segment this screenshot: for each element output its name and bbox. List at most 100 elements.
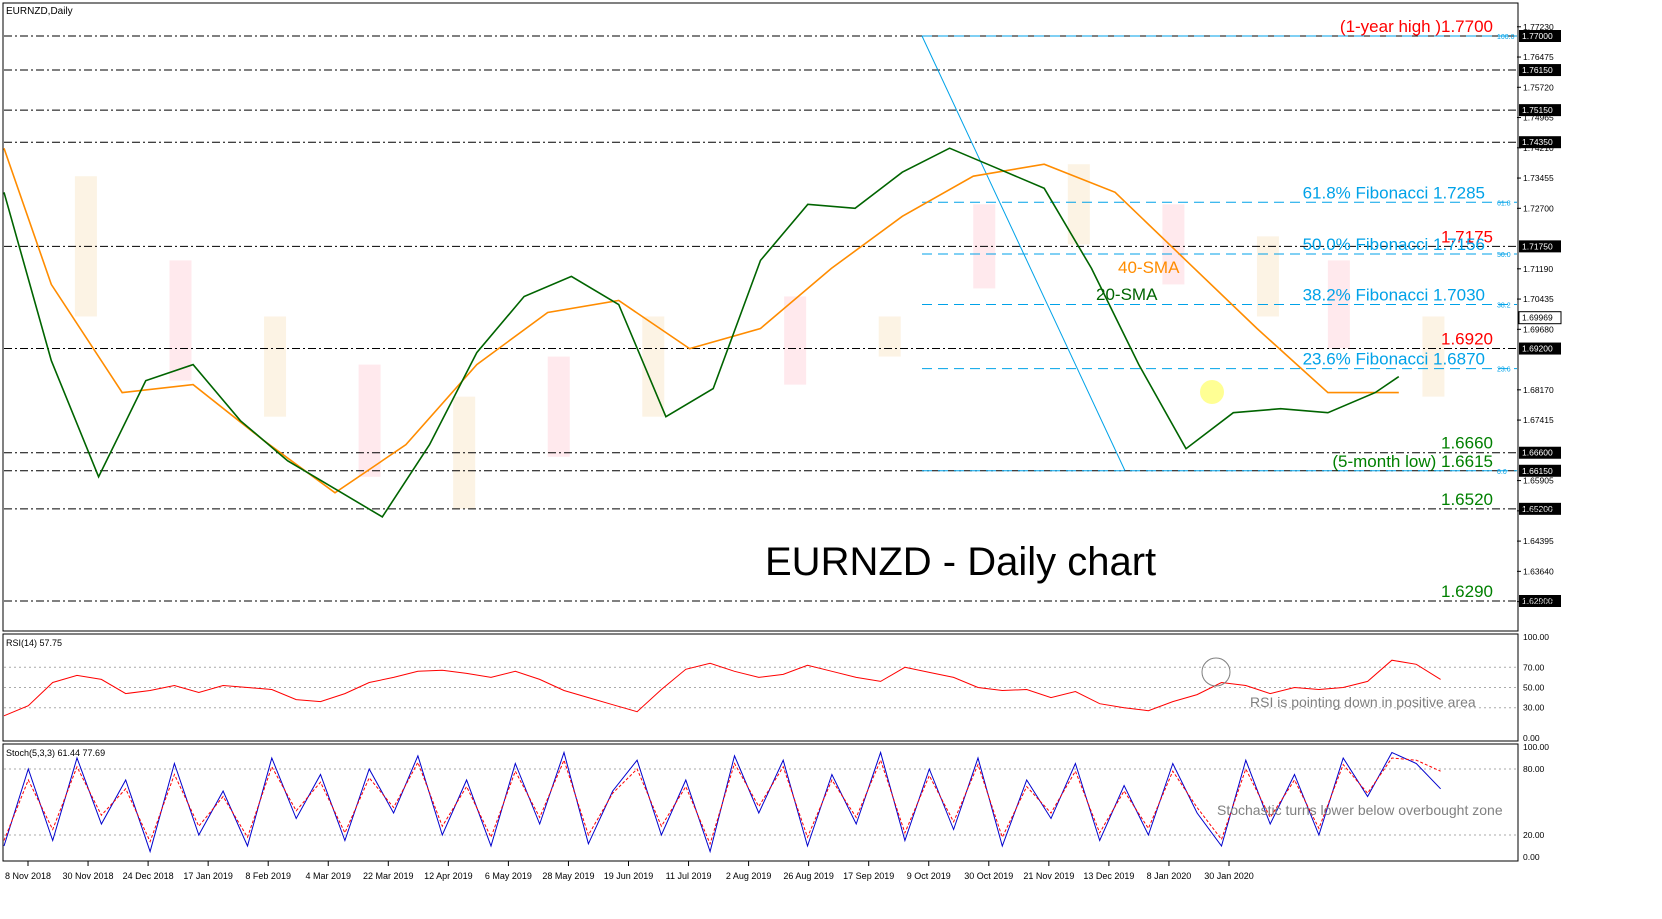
fib-pct: 50.0 (1497, 252, 1511, 259)
y-tick-label: 1.64395 (1523, 536, 1554, 546)
cloud-segment (784, 296, 807, 385)
fib-pct: 61.8 (1497, 200, 1511, 207)
stoch-tick-label: 0.00 (1523, 852, 1540, 862)
cloud-segment (1067, 164, 1090, 245)
level-axis-label: 1.75150 (1522, 105, 1553, 115)
rsi-tick-label: 30.00 (1523, 703, 1545, 713)
price-levels: (1-year high )1.7700 1.77000 1.76150 1.7515… (4, 17, 1561, 607)
cloud-segment (1422, 316, 1445, 397)
cloud-segment (1256, 236, 1279, 317)
level-axis-box (1519, 104, 1561, 117)
y-tick-label: 1.76475 (1523, 52, 1554, 62)
x-tick-label: 8 Jan 2020 (1147, 871, 1192, 881)
stoch-panel-frame (2, 743, 1519, 862)
level-axis-box (1519, 446, 1561, 459)
x-tick-label: 11 Jul 2019 (666, 871, 712, 881)
fib-pct: 23.6 (1497, 367, 1511, 374)
x-tick-label: 13 Dec 2019 (1083, 871, 1134, 881)
stoch-label: Stoch(5,3,3) 61.44 77.69 (6, 748, 105, 758)
y-tick-label: 1.72700 (1523, 203, 1554, 213)
fib-label: 23.6% Fibonacci 1.6870 (1303, 350, 1485, 369)
x-tick-label: 28 May 2019 (542, 871, 594, 881)
level-axis-label: 1.71750 (1522, 241, 1553, 251)
y-tick-label: 1.74210 (1523, 143, 1554, 153)
sma20-label: 20-SMA (1096, 285, 1158, 304)
cloud-segment (878, 316, 901, 357)
level-axis-box (1519, 64, 1561, 77)
level-axis-label: 1.65200 (1522, 504, 1553, 514)
x-tick-label: 30 Nov 2018 (63, 871, 114, 881)
fib-pct: 38.2 (1497, 302, 1511, 309)
x-tick-label: 17 Sep 2019 (843, 871, 894, 881)
y-tick-label: 1.65150 (1523, 506, 1554, 516)
rsi-label: RSI(14) 57.75 (6, 638, 62, 648)
level-axis-label: 1.66150 (1522, 466, 1553, 476)
y-tick-label: 1.71190 (1523, 264, 1553, 274)
level-axis-box (1519, 30, 1561, 42)
fib-label: 50.0% Fibonacci 1.7156 (1303, 235, 1485, 254)
fib-pct: 0.0 (1497, 469, 1507, 476)
rsi-highlight-circle (1201, 657, 1231, 687)
level-axis-box (1519, 502, 1561, 515)
cloud-segment (358, 364, 381, 477)
y-tick-label: 1.77230 (1523, 22, 1554, 32)
stoch-line (3, 757, 1441, 846)
y-tick-label: 1.74965 (1523, 113, 1554, 123)
x-tick-label: 24 Dec 2018 (123, 871, 174, 881)
x-tick-label: 9 Oct 2019 (907, 871, 951, 881)
level-axis-box (1519, 136, 1561, 149)
y-tick-label: 1.65905 (1523, 476, 1554, 486)
stoch-tick-label: 100.00 (1523, 742, 1549, 752)
x-tick-label: 26 Aug 2019 (783, 871, 834, 881)
rsi-line (3, 659, 1441, 717)
level-label: 1.6920 (1441, 330, 1493, 349)
rsi-tick-label: 0.00 (1523, 733, 1540, 743)
x-tick-label: 30 Oct 2019 (964, 871, 1013, 881)
crossover-highlight (1200, 380, 1224, 404)
stoch-tick-label: 80.00 (1523, 764, 1545, 774)
price-y-axis: 1.77230 1.76475 1.75720 1.74965 1.74210 1.734… (1517, 22, 1554, 607)
x-tick-label: 8 Nov 2018 (5, 871, 51, 881)
stoch-tick-label: 20.00 (1523, 830, 1545, 840)
current-price-label: 1.69969 (1522, 313, 1553, 323)
y-tick-label: 1.73455 (1523, 173, 1554, 183)
fib-label: 38.2% Fibonacci 1.7030 (1303, 285, 1485, 304)
fib-trend-line (921, 35, 1126, 471)
level-axis-box (1519, 342, 1561, 355)
series-line (3, 147, 1400, 518)
x-tick-label: 8 Feb 2019 (245, 871, 291, 881)
cloud-segment (169, 260, 192, 381)
level-axis-label: 1.62900 (1522, 596, 1553, 606)
level-axis-label: 1.74350 (1522, 137, 1553, 147)
rsi-tick-label: 100.00 (1523, 632, 1549, 642)
rsi-panel: 100.00 70.00 50.00 30.00 0.00 (3, 632, 1549, 743)
symbol-label: EURNZD,Daily (6, 6, 73, 17)
x-tick-label: 17 Jan 2019 (183, 871, 233, 881)
rsi-annotation: RSI is pointing down in positive area (1250, 694, 1476, 710)
level-axis-label: 1.77000 (1522, 31, 1553, 41)
price-panel-frame (2, 2, 1519, 632)
x-tick-label: 19 Jun 2019 (604, 871, 654, 881)
y-tick-label: 1.70435 (1523, 294, 1554, 304)
x-tick-label: 6 May 2019 (485, 871, 532, 881)
y-tick-label: 1.68170 (1523, 385, 1554, 395)
cloud-segment (264, 316, 287, 417)
x-tick-label: 12 Apr 2019 (424, 871, 473, 881)
level-axis-box (1519, 595, 1561, 607)
x-tick-label: 22 Mar 2019 (363, 871, 414, 881)
x-tick-label: 2 Aug 2019 (726, 871, 772, 881)
stoch-line (3, 750, 1441, 854)
current-price-box (1518, 311, 1562, 325)
cloud-segment (642, 316, 665, 417)
date-x-axis: 8 Nov 2018 30 Nov 2018 24 Dec 2018 17 Jan 2… (5, 861, 1254, 881)
y-tick-label: 1.75720 (1523, 82, 1554, 92)
stoch-annotation: Stochastic turns lower below overbought … (1217, 802, 1503, 818)
level-axis-box (1519, 464, 1561, 477)
cloud-segment (547, 356, 570, 457)
rsi-tick-label: 70.00 (1523, 662, 1545, 672)
level-label: (1-year high )1.7700 (1340, 17, 1493, 36)
chart-title: EURNZD - Daily chart (765, 540, 1156, 584)
x-tick-label: 21 Nov 2019 (1023, 871, 1074, 881)
fib-pct: 100.0 (1497, 34, 1515, 41)
sma40-label: 40-SMA (1118, 258, 1180, 277)
